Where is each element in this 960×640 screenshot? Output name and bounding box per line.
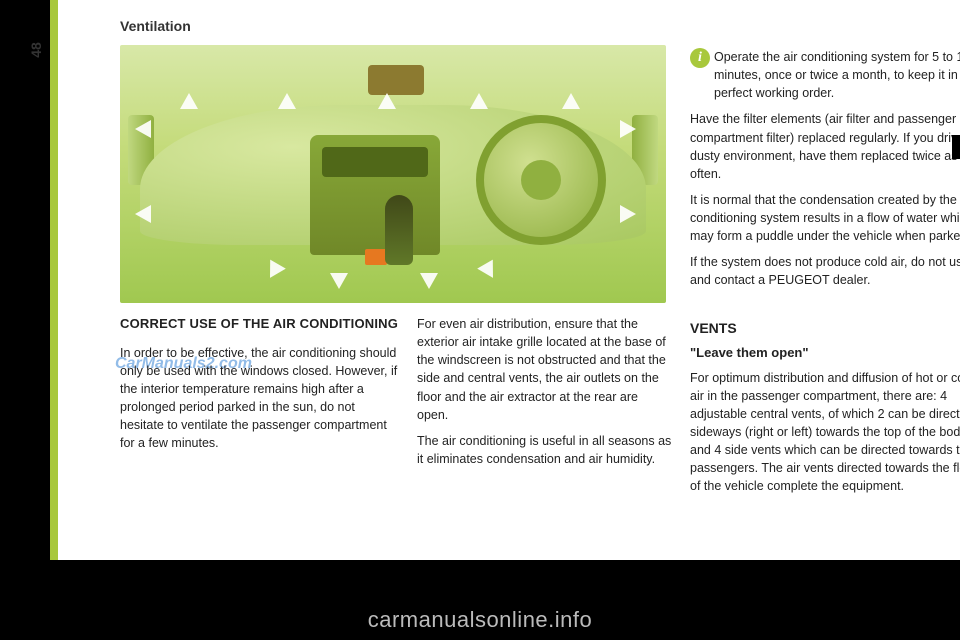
gear-lever: [385, 195, 413, 265]
accent-bar: [50, 0, 58, 560]
airflow-arrow: [135, 120, 151, 138]
column-right: i Operate the air conditioning system fo…: [690, 48, 960, 504]
ac-heading: CORRECT USE OF THE AIR CONDITIONING: [120, 315, 400, 334]
tip-row: i Operate the air conditioning system fo…: [690, 48, 960, 102]
column-left: CORRECT USE OF THE AIR CONDITIONING In o…: [120, 315, 400, 453]
right-p3: If the system does not produce cold air,…: [690, 253, 960, 289]
mid-p2: The air conditioning is useful in all se…: [417, 432, 672, 468]
hazard-button: [365, 249, 387, 265]
airflow-arrow: [278, 93, 296, 109]
page-number: 48: [28, 42, 44, 58]
section-title: Ventilation: [120, 18, 191, 34]
vents-section: VENTS "Leave them open" For optimum dist…: [690, 318, 960, 496]
airflow-arrow: [620, 205, 636, 223]
airflow-arrow: [262, 260, 286, 283]
footer-watermark: carmanualsonline.info: [0, 600, 960, 640]
airflow-arrow: [620, 120, 636, 138]
column-middle: For even air distribution, ensure that t…: [417, 315, 672, 476]
vents-body: For optimum distribution and diffusion o…: [690, 369, 960, 496]
dashboard-illustration: [120, 45, 666, 303]
manual-page: Ventilation CarManuals2.com CORRECT USE …: [50, 0, 960, 560]
center-console: [310, 135, 440, 255]
airflow-arrow: [562, 93, 580, 109]
scroll-indicator: [952, 135, 960, 159]
airflow-arrow: [477, 260, 501, 283]
top-screen: [368, 65, 424, 95]
tip-text: Operate the air conditioning system for …: [714, 48, 960, 102]
airflow-arrow: [420, 273, 438, 289]
right-p1: Have the filter elements (air filter and…: [690, 110, 960, 183]
vents-subheading: "Leave them open": [690, 344, 960, 363]
airflow-arrow: [330, 273, 348, 289]
right-p2: It is normal that the condensation creat…: [690, 191, 960, 245]
steering-wheel: [476, 115, 606, 245]
info-icon: i: [690, 48, 710, 68]
airflow-arrow: [378, 93, 396, 109]
ac-body: In order to be effective, the air condit…: [120, 344, 400, 453]
mid-p1: For even air distribution, ensure that t…: [417, 315, 672, 424]
airflow-arrow: [180, 93, 198, 109]
airflow-arrow: [470, 93, 488, 109]
airflow-arrow: [135, 205, 151, 223]
vents-heading: VENTS: [690, 318, 960, 338]
